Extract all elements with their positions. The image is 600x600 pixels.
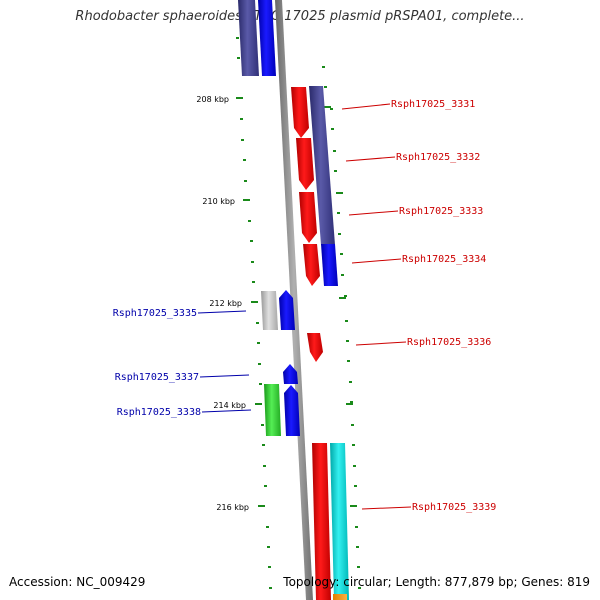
reverse-genes [261, 290, 300, 436]
gene-top-navy [238, 0, 259, 76]
tick-mark [258, 505, 265, 507]
leader-3333 [348, 210, 399, 216]
gene-3339-cds [312, 443, 331, 600]
leader-3335 [197, 310, 247, 314]
tick-mark [255, 403, 262, 405]
gene-3332-cds [296, 138, 314, 190]
tick-216: 216 kbp [216, 503, 357, 512]
map-title: Rhodobacter sphaeroides ATCC 17025 plasm… [75, 9, 525, 24]
gene-label-3337[interactable]: Rsph17025_3337 [115, 372, 199, 383]
forward-genes [291, 86, 349, 600]
tick-mark [339, 297, 346, 299]
topology-info-text: Topology: circular; Length: 877,879 bp; … [283, 575, 590, 589]
leader-3339 [361, 506, 412, 510]
leader-3338 [201, 409, 252, 413]
tick-208: 208 kbp [196, 95, 331, 108]
gene-labels: Rsph17025_3331 Rsph17025_3332 Rsph17025_… [113, 99, 497, 513]
leader-3336 [355, 341, 407, 346]
tick-mark [336, 192, 343, 194]
gene-label-3336[interactable]: Rsph17025_3336 [407, 337, 491, 348]
tick-210: 210 kbp [202, 192, 343, 206]
backbone [275, 0, 313, 600]
gene-3331-3333-blast [309, 86, 335, 245]
accession-text: Accession: NC_009429 [9, 575, 146, 589]
gene-label-3339[interactable]: Rsph17025_3339 [412, 502, 496, 513]
guide-dots-left [236, 37, 272, 589]
leader-3332 [345, 156, 396, 162]
tick-mark [324, 106, 331, 108]
tick-label: 212 kbp [209, 299, 242, 308]
tick-mark [251, 301, 258, 303]
leader-3331 [341, 103, 391, 110]
gene-label-3334[interactable]: Rsph17025_3334 [402, 254, 486, 265]
tick-label: 208 kbp [196, 95, 229, 104]
gene-3336-cds [307, 333, 323, 362]
tick-label: 214 kbp [213, 401, 246, 410]
gene-label-3335[interactable]: Rsph17025_3335 [113, 308, 197, 319]
gene-3333-cds [299, 192, 317, 243]
gene-label-3331[interactable]: Rsph17025_3331 [391, 99, 475, 110]
leader-3337 [199, 374, 250, 378]
gene-3335-grey [261, 291, 278, 330]
leader-lines [197, 103, 412, 510]
gene-3334-blast [321, 244, 338, 286]
gene-label-3333[interactable]: Rsph17025_3333 [399, 206, 483, 217]
gene-label-3332[interactable]: Rsph17025_3332 [396, 152, 480, 163]
gene-3338-green [264, 384, 281, 436]
tick-label: 210 kbp [202, 197, 235, 206]
tick-mark [346, 403, 353, 405]
tick-mark [236, 97, 243, 99]
gene-3337-cds [283, 364, 298, 384]
tick-212: 212 kbp [209, 297, 346, 308]
gene-3334-cds [303, 244, 320, 286]
tick-214: 214 kbp [213, 401, 353, 410]
tick-mark [243, 199, 250, 201]
gene-3339-blast [330, 443, 349, 600]
leader-3334 [351, 258, 402, 264]
gene-3335-cds [279, 290, 295, 330]
gene-next-orange [333, 594, 347, 600]
gene-label-3338[interactable]: Rsph17025_3338 [117, 407, 201, 418]
tick-label: 216 kbp [216, 503, 249, 512]
gene-top-blue [258, 0, 276, 76]
guide-dots-right [322, 66, 361, 589]
gene-3338-cds [284, 385, 300, 436]
tick-mark [350, 505, 357, 507]
gene-3331-cds [291, 87, 309, 138]
